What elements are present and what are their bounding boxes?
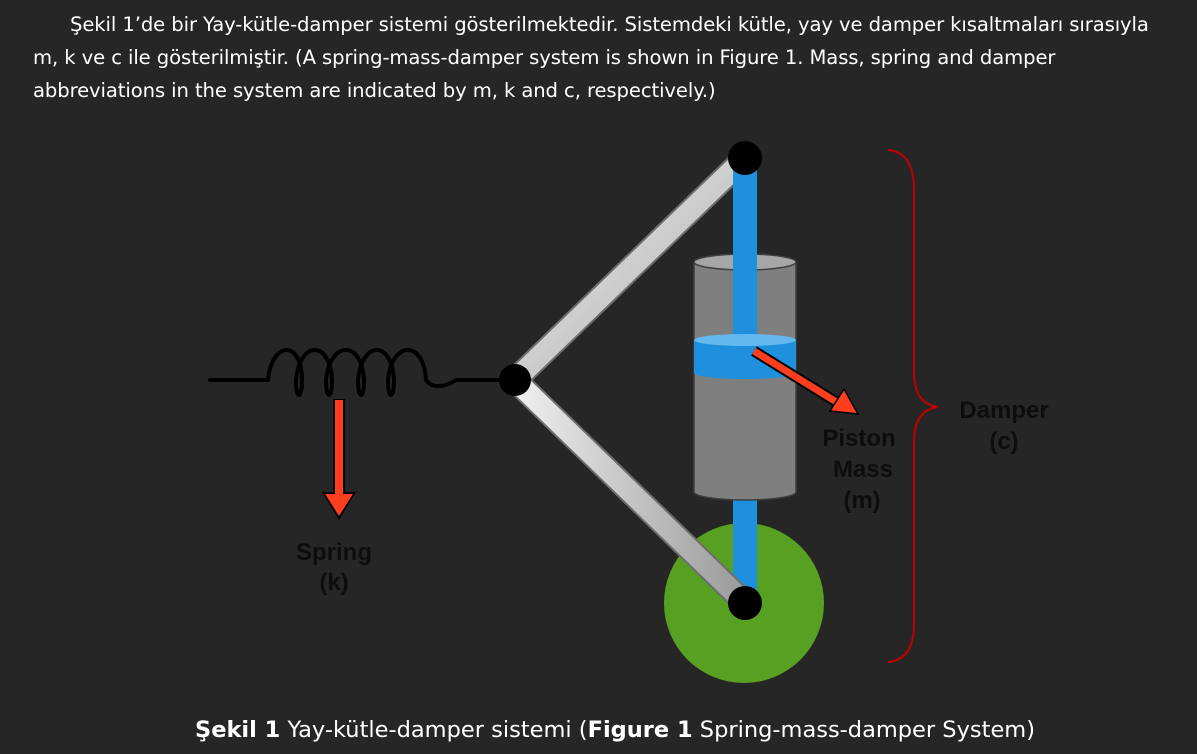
spring-coil (208, 348, 517, 397)
spring-label: Spring (296, 539, 372, 566)
caption-figure-number-tr: Şekil 1 (195, 717, 281, 743)
upper-rod (733, 160, 757, 340)
piston (694, 334, 796, 379)
caption-figure-number-en: Figure 1 (587, 717, 693, 743)
piston-arrow (751, 346, 860, 415)
joint-bottom (728, 586, 762, 620)
mass-symbol: (m) (843, 487, 880, 514)
damper-symbol: (c) (989, 428, 1018, 455)
spring-arrow (322, 399, 356, 520)
piston-label: Piston (822, 425, 895, 452)
damper-label: Damper (959, 397, 1048, 424)
spring-symbol: (k) (319, 569, 348, 596)
damper-brace (887, 149, 939, 663)
caption-text-tr: Yay-kütle-damper sistemi ( (280, 717, 588, 743)
mass-label: Mass (833, 456, 893, 483)
caption-text-en: Spring-mass-damper System) (692, 717, 1035, 743)
joint-top (728, 141, 762, 175)
joint-left (499, 364, 531, 396)
intro-paragraph: Şekil 1’de bir Yay-kütle-damper sistemi … (33, 13, 1149, 102)
figure-caption: Şekil 1 Yay-kütle-damper sistemi (Figure… (0, 712, 1197, 748)
